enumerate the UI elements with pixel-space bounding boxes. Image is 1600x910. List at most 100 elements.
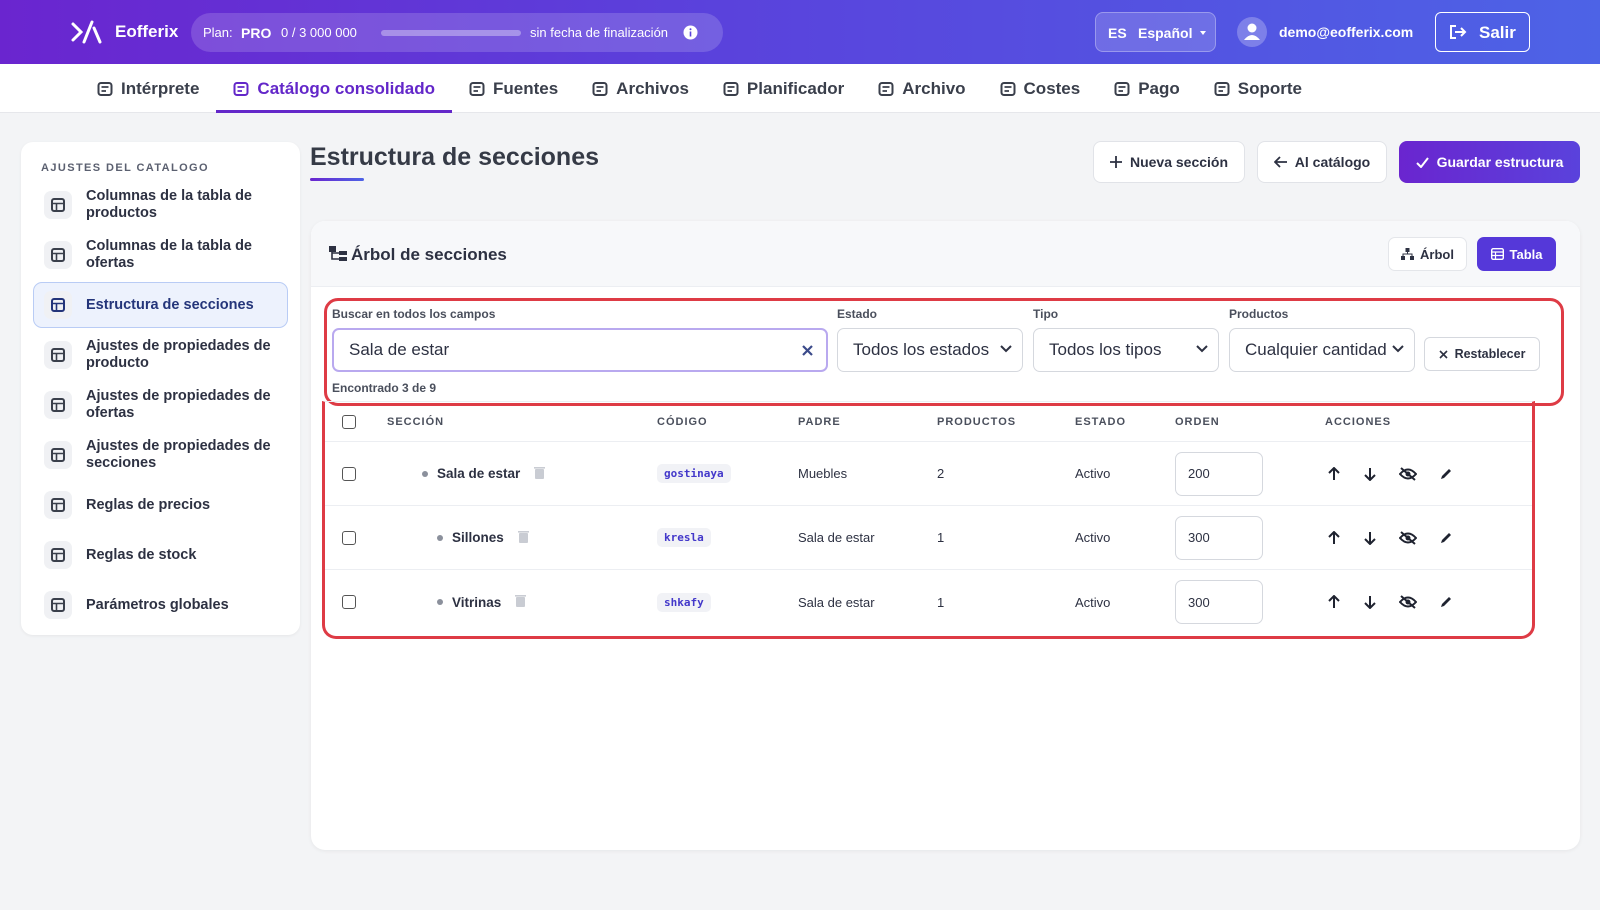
nav-item[interactable]: Catálogo consolidado [216, 64, 452, 113]
sidebar-item[interactable]: Columnas de la tabla de ofertas [33, 232, 288, 278]
move-down-button[interactable] [1363, 595, 1377, 609]
plan-pill: Plan: PRO 0 / 3 000 000 sin fecha de fin… [191, 13, 723, 52]
sections-table: SECCIÓN CÓDIGO PADRE PRODUCTOS ESTADO ORDEN AC… [322, 401, 1535, 639]
checkbox-cell [342, 570, 356, 634]
clear-search[interactable] [802, 345, 813, 356]
code-cell: shkafy [657, 570, 711, 634]
parent-cell: Sala de estar [798, 594, 875, 610]
select-value: Cualquier cantidad [1245, 340, 1387, 359]
sidebar-icon [44, 241, 72, 269]
language-select[interactable]: ES Español [1095, 12, 1216, 52]
select-value: Todos los tipos [1049, 340, 1162, 359]
edit-button[interactable] [1439, 467, 1453, 481]
nav-item[interactable]: Planificador [706, 64, 861, 113]
section-name: Sillones [452, 530, 504, 545]
nav-label: Archivos [616, 78, 689, 98]
lang-code: ES [1108, 25, 1127, 41]
sidebar-list: Columnas de la tabla de productos Columna… [33, 182, 288, 628]
search-value: Sala de estar [349, 340, 450, 359]
move-up-button[interactable] [1327, 466, 1341, 481]
button-label: Guardar estructura [1436, 154, 1564, 170]
table-header: SECCIÓN CÓDIGO PADRE PRODUCTOS ESTADO ORDEN AC… [325, 402, 1532, 442]
nav-item[interactable]: Fuentes [452, 64, 575, 113]
view-label: Árbol [1420, 246, 1454, 262]
sidebar-icon [44, 341, 72, 369]
sidebar-item[interactable]: Ajustes de propiedades de producto [33, 332, 288, 378]
sidebar-icon [44, 491, 72, 519]
hide-button[interactable] [1399, 530, 1417, 545]
move-down-button[interactable] [1363, 467, 1377, 481]
sidebar-icon [44, 391, 72, 419]
edit-button[interactable] [1439, 595, 1453, 609]
nav-item[interactable]: Soporte [1197, 64, 1319, 113]
hide-button[interactable] [1399, 595, 1417, 609]
order-input[interactable]: 200 [1175, 451, 1263, 496]
nav-item[interactable]: Intérprete [80, 64, 216, 113]
sidebar-label: Ajustes de propiedades de ofertas [86, 388, 271, 421]
logout-button[interactable]: Salir [1435, 12, 1530, 52]
usage: 0 / 3 000 000 [281, 25, 357, 40]
nav-item[interactable]: Archivos [575, 64, 706, 113]
card-header: Árbol de secciones Árbol Tabla [311, 221, 1580, 287]
sidebar-item[interactable]: Estructura de secciones [33, 282, 288, 328]
avatar[interactable] [1237, 17, 1267, 47]
info-icon[interactable] [683, 25, 698, 40]
order-input[interactable]: 300 [1175, 515, 1263, 560]
filter-label: Productos [1229, 307, 1289, 321]
tipo-select[interactable]: Todos los tipos [1033, 328, 1219, 372]
back-button[interactable]: Al catálogo [1257, 141, 1387, 183]
user-email[interactable]: demo@eofferix.com [1279, 24, 1414, 40]
nav-item[interactable]: Pago [1097, 64, 1197, 113]
sidebar-icon [44, 441, 72, 469]
status-cell: Activo [1075, 530, 1111, 545]
new-section-button[interactable]: Nueva sección [1093, 141, 1245, 183]
save-button[interactable]: Guardar estructura [1399, 141, 1580, 183]
sections-card: Árbol de secciones Árbol Tabla Buscar en… [311, 221, 1580, 850]
order-cell: 300 [1175, 506, 1263, 569]
sidebar-item[interactable]: Columnas de la tabla de productos [33, 182, 288, 228]
column-header: CÓDIGO [657, 415, 708, 428]
move-up-button[interactable] [1327, 595, 1341, 609]
order-input[interactable]: 300 [1175, 580, 1263, 624]
nav-label: Fuentes [492, 78, 559, 98]
delete-icon[interactable] [534, 466, 546, 482]
sidebar-label: Columnas de la tabla de ofertas [86, 238, 252, 271]
usage-bar [381, 30, 521, 36]
reset-button[interactable]: Restablecer [1424, 337, 1540, 371]
order-cell: 200 [1175, 442, 1263, 505]
table-view-button[interactable]: Tabla [1477, 237, 1556, 271]
productos-select[interactable]: Cualquier cantidad [1229, 328, 1415, 372]
section-cell: Sillones [437, 506, 529, 569]
sidebar-item[interactable]: Reglas de stock [33, 532, 288, 578]
edit-button[interactable] [1439, 531, 1453, 545]
sidebar-label: Parámetros globales [86, 596, 229, 613]
column-header: PRODUCTOS [937, 415, 1017, 428]
tree-view-button[interactable]: Árbol [1388, 237, 1467, 271]
sidebar-item[interactable]: Ajustes de propiedades de secciones [33, 432, 288, 478]
nav-item[interactable]: Archivo [861, 64, 982, 113]
hide-button[interactable] [1399, 466, 1417, 481]
nav-label: Archivo [902, 78, 966, 98]
caret [1200, 31, 1206, 35]
sidebar-item[interactable]: Ajustes de propiedades de ofertas [33, 382, 288, 428]
code-badge: shkafy [657, 592, 711, 612]
column-header: ORDEN [1175, 415, 1220, 428]
delete-icon[interactable] [515, 594, 527, 610]
sidebar-item[interactable]: Reglas de precios [33, 482, 288, 528]
search-input[interactable]: Sala de estar [332, 328, 828, 372]
move-up-button[interactable] [1327, 530, 1341, 545]
sidebar-title: AJUSTES DEL CATALOGO [41, 162, 209, 174]
sidebar-item[interactable]: Parámetros globales [33, 582, 288, 628]
delete-icon[interactable] [517, 530, 529, 546]
move-down-button[interactable] [1363, 531, 1377, 545]
nav-item[interactable]: Costes [983, 64, 1098, 113]
button-label: Nueva sección [1129, 154, 1229, 170]
tree-icon [329, 246, 347, 261]
lang: Español [1138, 25, 1193, 41]
logout-label: Salir [1479, 23, 1516, 42]
sidebar-label: Estructura de secciones [86, 296, 254, 313]
checkbox-cell [342, 402, 356, 441]
top-bar: Eofferix Plan: PRO 0 / 3 000 000 sin fec… [0, 0, 1600, 64]
button-label: Al catálogo [1294, 154, 1371, 170]
estado-select[interactable]: Todos los estados [837, 328, 1023, 372]
